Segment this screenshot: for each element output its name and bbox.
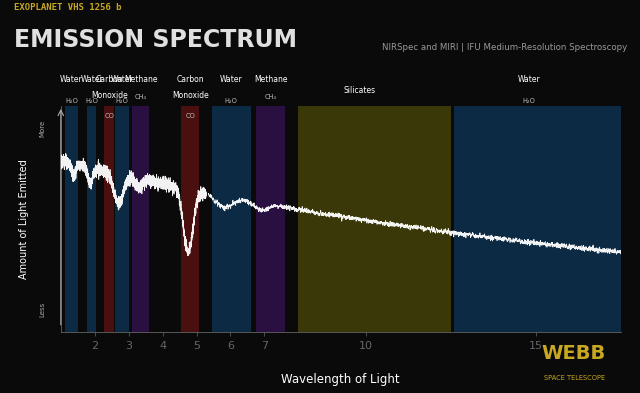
Text: H₂O: H₂O <box>85 98 98 104</box>
Text: SPACE TELESCOPE: SPACE TELESCOPE <box>544 375 605 380</box>
Text: CO: CO <box>104 112 115 119</box>
Text: EMISSION SPECTRUM: EMISSION SPECTRUM <box>14 28 297 51</box>
Text: WEBB: WEBB <box>541 344 605 363</box>
Bar <box>298 106 451 332</box>
Text: Water: Water <box>518 75 541 83</box>
Text: Methane: Methane <box>124 75 157 83</box>
Bar <box>256 106 285 332</box>
Text: Carbon: Carbon <box>177 75 204 83</box>
Bar <box>104 106 115 332</box>
Text: CH₄: CH₄ <box>264 94 276 101</box>
Bar <box>115 106 129 332</box>
Bar <box>132 106 149 332</box>
Text: NIRSpec and MIRI | IFU Medium-Resolution Spectroscopy: NIRSpec and MIRI | IFU Medium-Resolution… <box>382 43 627 52</box>
Bar <box>65 106 78 332</box>
Text: Less: Less <box>40 302 45 317</box>
Bar <box>87 106 97 332</box>
Text: Water: Water <box>220 75 243 83</box>
Text: Water: Water <box>111 75 133 83</box>
Text: H₂O: H₂O <box>115 98 129 104</box>
Bar <box>212 106 251 332</box>
Bar <box>181 106 199 332</box>
Text: Monoxide: Monoxide <box>91 92 128 101</box>
Text: Methane: Methane <box>254 75 287 83</box>
Text: Wavelength of Light: Wavelength of Light <box>282 373 400 386</box>
Text: Water: Water <box>60 75 83 83</box>
Text: H₂O: H₂O <box>65 98 77 104</box>
Text: Monoxide: Monoxide <box>172 92 209 101</box>
Text: Carbon: Carbon <box>95 75 123 83</box>
Text: CO: CO <box>186 112 195 119</box>
Text: H₂O: H₂O <box>225 98 237 104</box>
Text: H₂O: H₂O <box>523 98 536 104</box>
Text: EXOPLANET VHS 1256 b: EXOPLANET VHS 1256 b <box>14 4 122 13</box>
Text: Amount of Light Emitted: Amount of Light Emitted <box>19 159 29 279</box>
Text: Water: Water <box>80 75 103 83</box>
Text: CH₄: CH₄ <box>134 94 147 101</box>
Text: Silicates: Silicates <box>344 86 376 95</box>
Bar <box>454 106 621 332</box>
Text: More: More <box>40 120 45 137</box>
